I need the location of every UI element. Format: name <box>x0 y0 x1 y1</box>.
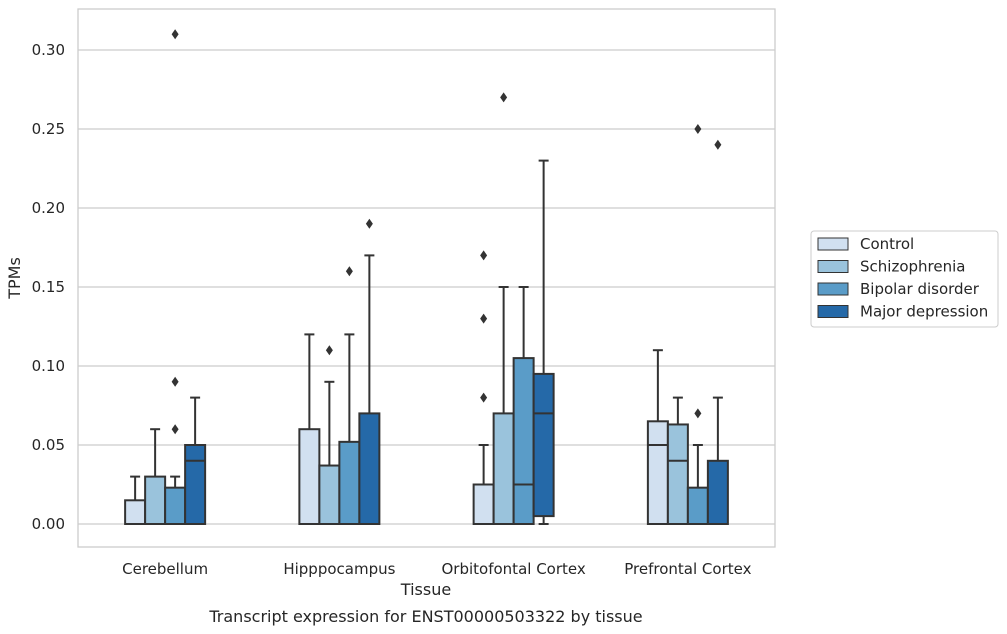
y-tick-label: 0.00 <box>32 515 65 533</box>
box <box>298 428 321 526</box>
box-group <box>298 333 321 526</box>
legend: Control Schizophrenia Bipolar disorder Majo… <box>810 230 999 328</box>
box <box>472 483 495 525</box>
box <box>666 423 689 525</box>
legend-label: Bipolar disorder <box>860 280 980 298</box>
box-group <box>532 159 555 525</box>
box <box>338 440 361 525</box>
x-tick-label: Prefrontal Cortex <box>624 560 751 578</box>
box <box>646 420 669 525</box>
y-tick-label: 0.10 <box>32 357 65 375</box>
box <box>318 464 341 526</box>
y-tick-label: 0.25 <box>32 120 65 138</box>
box-group <box>358 218 381 525</box>
box-group <box>512 286 535 525</box>
box <box>532 372 555 518</box>
box-series <box>124 29 729 526</box>
box-group <box>472 250 495 525</box>
chart-caption: Transcript expression for ENST0000050332… <box>208 607 642 626</box>
outlier-marker <box>325 345 333 356</box>
x-tick-label: Cerebellum <box>122 560 208 578</box>
outlier-marker <box>694 408 702 419</box>
box-group <box>706 139 729 525</box>
box-group <box>164 29 187 526</box>
legend-label: Control <box>860 235 914 253</box>
box <box>358 412 381 525</box>
box <box>124 499 147 525</box>
y-tick-label: 0.20 <box>32 199 65 217</box>
box-group <box>666 396 689 525</box>
box-group <box>492 92 515 525</box>
outlier-marker <box>171 376 179 387</box>
outlier-marker <box>345 266 353 277</box>
x-tick-label: Orbitofontal Cortex <box>442 560 586 578</box>
box-group <box>184 396 207 525</box>
outlier-marker <box>480 250 488 261</box>
y-tick-label: 0.15 <box>32 278 65 296</box>
box <box>492 412 515 525</box>
box-group <box>144 428 167 526</box>
box <box>686 486 709 526</box>
box <box>706 459 729 525</box>
outlier-marker <box>694 124 702 134</box>
outlier-marker <box>171 424 179 435</box>
legend-label: Major depression <box>860 303 988 321</box>
box <box>184 444 207 525</box>
x-axis-ticks: Cerebellum Hipppocampus Orbitofontal Corte… <box>122 560 751 578</box>
outlier-marker <box>171 29 179 40</box>
outlier-marker <box>365 218 373 229</box>
y-axis-label: TPMs <box>5 257 24 300</box>
outlier-marker <box>714 139 722 150</box>
outlier-marker <box>480 392 488 403</box>
y-tick-label: 0.30 <box>32 41 65 59</box>
legend-swatch <box>817 282 849 296</box>
plot-frame <box>77 8 776 548</box>
box <box>164 486 187 526</box>
legend-swatch <box>817 237 849 251</box>
box-group <box>646 349 669 525</box>
x-tick-label: Hipppocampus <box>283 560 395 578</box>
box-group <box>318 345 341 526</box>
legend-label: Schizophrenia <box>860 258 965 276</box>
y-tick-label: 0.05 <box>32 436 65 454</box>
box-group <box>686 124 709 526</box>
box <box>512 357 535 525</box>
box <box>144 475 167 526</box>
legend-swatch <box>817 260 849 273</box>
legend-swatch <box>817 305 849 318</box>
outlier-marker <box>500 92 508 103</box>
outlier-marker <box>480 313 488 324</box>
legend-frame <box>810 230 999 328</box>
y-axis-ticks: 0.00 0.05 0.10 0.15 0.20 0.25 0.30 <box>32 41 65 533</box>
box-group <box>338 266 361 525</box>
box-group <box>124 475 147 525</box>
x-axis-label: Tissue <box>400 580 451 599</box>
